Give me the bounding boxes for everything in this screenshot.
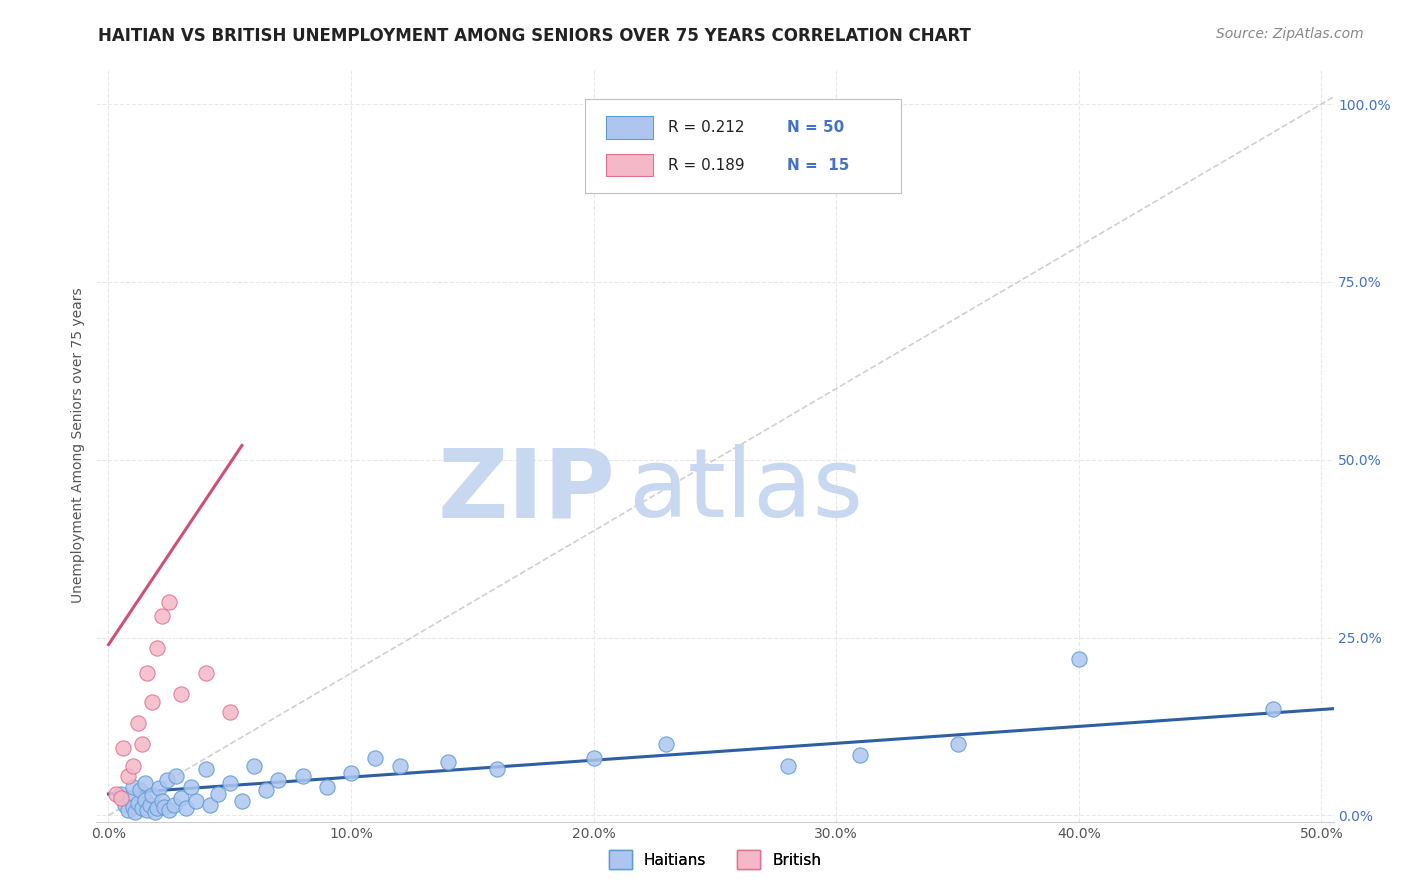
Point: [112, 740, 135, 755]
Point: [120, 790, 142, 805]
Point: [117, 803, 139, 817]
Text: ZIP: ZIP: [439, 444, 616, 537]
Point: [131, 801, 153, 815]
Point: [136, 666, 159, 681]
Point: [180, 780, 202, 794]
Point: [485, 762, 508, 776]
Point: [243, 758, 266, 772]
Text: Source: ZipAtlas.com: Source: ZipAtlas.com: [1216, 27, 1364, 41]
Point: [114, 797, 136, 812]
Point: [231, 794, 253, 808]
Point: [194, 666, 217, 681]
Point: [267, 772, 290, 787]
Point: [165, 769, 187, 783]
Point: [156, 772, 179, 787]
Y-axis label: Unemployment Among Seniors over 75 years: Unemployment Among Seniors over 75 years: [72, 288, 86, 603]
Text: atlas: atlas: [628, 444, 863, 537]
Point: [141, 694, 163, 708]
Point: [121, 799, 143, 814]
Point: [146, 641, 169, 656]
Point: [134, 776, 156, 790]
Point: [134, 793, 156, 807]
Point: [121, 780, 143, 794]
Point: [153, 799, 176, 814]
Point: [150, 609, 173, 624]
Point: [127, 796, 149, 810]
Point: [364, 751, 387, 765]
FancyBboxPatch shape: [606, 153, 652, 177]
Point: [174, 801, 197, 815]
Point: [291, 769, 314, 783]
Point: [157, 595, 180, 609]
Point: [117, 769, 139, 783]
Point: [1067, 652, 1090, 666]
Text: N = 50: N = 50: [787, 120, 844, 135]
Text: R = 0.189: R = 0.189: [668, 158, 745, 172]
Point: [148, 781, 170, 796]
Point: [340, 765, 363, 780]
Point: [141, 789, 163, 803]
FancyBboxPatch shape: [606, 116, 652, 138]
Text: R = 0.212: R = 0.212: [668, 120, 744, 135]
Point: [104, 787, 127, 801]
Point: [121, 758, 143, 772]
Legend: Haitians, British: Haitians, British: [603, 844, 827, 875]
Text: N =  15: N = 15: [787, 158, 849, 172]
Point: [146, 801, 169, 815]
Point: [218, 776, 240, 790]
Point: [388, 758, 411, 772]
Point: [437, 755, 460, 769]
Point: [849, 747, 872, 762]
Point: [131, 737, 153, 751]
Point: [136, 803, 159, 817]
Point: [110, 790, 132, 805]
Point: [1261, 701, 1284, 715]
Point: [200, 797, 222, 812]
Point: [655, 737, 678, 751]
Point: [127, 715, 149, 730]
Point: [157, 803, 180, 817]
Point: [138, 797, 160, 812]
Point: [143, 805, 166, 819]
Point: [194, 762, 217, 776]
Point: [315, 780, 337, 794]
Point: [124, 805, 146, 819]
FancyBboxPatch shape: [585, 99, 900, 193]
Point: [110, 787, 132, 801]
Point: [946, 737, 969, 751]
Point: [582, 751, 605, 765]
Point: [184, 794, 207, 808]
Point: [207, 787, 229, 801]
Point: [170, 688, 193, 702]
Point: [170, 790, 193, 805]
Point: [163, 797, 186, 812]
Point: [254, 783, 277, 797]
Point: [150, 794, 173, 808]
Point: [218, 705, 240, 719]
Point: [129, 783, 152, 797]
Text: HAITIAN VS BRITISH UNEMPLOYMENT AMONG SENIORS OVER 75 YEARS CORRELATION CHART: HAITIAN VS BRITISH UNEMPLOYMENT AMONG SE…: [98, 27, 972, 45]
Point: [776, 758, 799, 772]
